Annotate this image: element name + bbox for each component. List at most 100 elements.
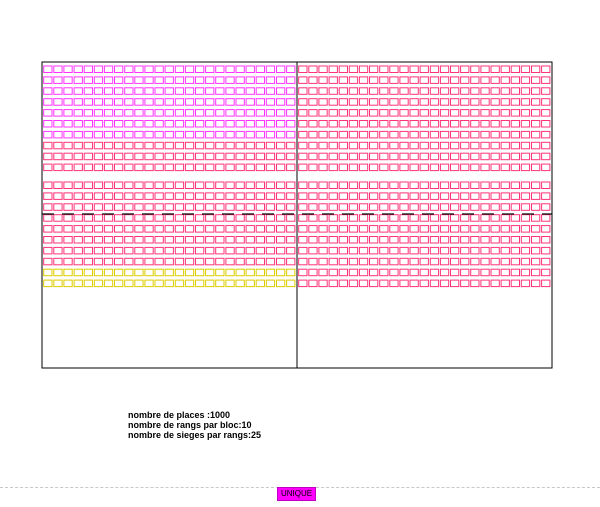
seat-left-r6-s11[interactable] [144,120,154,128]
seat-left-r6-s10[interactable] [134,120,144,128]
seat-left-r12-s19[interactable] [225,192,235,200]
seat-left-r11-s5[interactable] [83,181,93,189]
seat-left-r19-s15[interactable] [184,268,195,277]
seat-right-r8-s25[interactable] [541,141,551,150]
seat-right-r7-s8[interactable] [369,130,379,139]
seat-left-r1-s21[interactable] [245,65,255,73]
seat-right-r8-s12[interactable] [409,141,419,150]
seat-left-r8-s25[interactable] [286,141,296,150]
seat-left-r20-s24[interactable] [276,279,286,288]
seat-left-r11-s4[interactable] [73,181,83,189]
seat-right-r5-s1[interactable] [298,109,308,117]
seat-right-r17-s4[interactable] [328,246,338,255]
seat-right-r6-s9[interactable] [379,120,389,128]
seat-left-r16-s20[interactable] [235,236,245,244]
seat-left-r20-s9[interactable] [124,279,134,288]
seat-left-r14-s2[interactable] [53,214,63,222]
seat-left-r4-s4[interactable] [73,98,83,106]
seat-right-r11-s23[interactable] [520,181,531,189]
seat-right-r9-s22[interactable] [510,152,521,161]
seat-right-r20-s19[interactable] [480,279,490,288]
seat-left-r1-s5[interactable] [83,65,93,73]
seat-right-r20-s13[interactable] [419,279,429,288]
seat-right-r16-s6[interactable] [348,236,359,244]
seat-right-r5-s2[interactable] [308,109,318,117]
seat-right-r20-s23[interactable] [520,279,531,288]
seat-left-r5-s4[interactable] [73,109,83,117]
seat-left-r18-s24[interactable] [276,257,286,266]
seat-right-r16-s1[interactable] [298,236,308,244]
seat-right-r18-s9[interactable] [379,257,389,266]
seat-right-r3-s23[interactable] [520,87,531,95]
seat-right-r12-s13[interactable] [419,192,429,200]
seat-left-r18-s22[interactable] [255,257,266,266]
seat-left-r14-s8[interactable] [114,214,124,222]
seat-right-r3-s11[interactable] [399,87,409,95]
seat-left-r1-s12[interactable] [154,65,164,73]
seat-left-r17-s14[interactable] [174,246,185,255]
seat-right-r16-s18[interactable] [470,236,480,244]
seat-right-r3-s19[interactable] [480,87,490,95]
seat-left-r16-s5[interactable] [83,236,93,244]
seat-right-r2-s20[interactable] [490,76,500,84]
seat-left-r9-s1[interactable] [43,152,53,161]
seat-left-r4-s19[interactable] [225,98,235,106]
seat-right-r3-s18[interactable] [470,87,480,95]
seat-right-r6-s25[interactable] [541,120,551,128]
seat-left-r19-s12[interactable] [154,268,164,277]
seat-right-r2-s10[interactable] [389,76,399,84]
seat-left-r16-s22[interactable] [255,236,266,244]
seat-left-r2-s25[interactable] [286,76,296,84]
seat-right-r4-s20[interactable] [490,98,500,106]
seat-left-r9-s22[interactable] [255,152,266,161]
seat-left-r14-s21[interactable] [245,214,255,222]
seat-right-r13-s5[interactable] [338,203,349,211]
seat-left-r18-s23[interactable] [265,257,276,266]
seat-right-r20-s9[interactable] [379,279,389,288]
seat-right-r6-s19[interactable] [480,120,490,128]
seat-right-r5-s9[interactable] [379,109,389,117]
seat-right-r7-s2[interactable] [308,130,318,139]
seat-right-r10-s18[interactable] [470,163,480,172]
seat-right-r20-s15[interactable] [439,279,450,288]
seat-right-r6-s1[interactable] [298,120,308,128]
seat-left-r19-s25[interactable] [286,268,296,277]
seat-right-r17-s25[interactable] [541,246,551,255]
seat-left-r20-s16[interactable] [195,279,205,288]
seat-left-r9-s11[interactable] [144,152,154,161]
seat-left-r1-s11[interactable] [144,65,154,73]
seat-left-r14-s9[interactable] [124,214,134,222]
seat-right-r6-s18[interactable] [470,120,480,128]
seat-right-r7-s14[interactable] [429,130,440,139]
seat-right-r1-s12[interactable] [409,65,419,73]
seat-right-r17-s1[interactable] [298,246,308,255]
seat-left-r6-s22[interactable] [255,120,266,128]
seat-left-r11-s7[interactable] [103,181,114,189]
seat-right-r11-s22[interactable] [510,181,521,189]
seat-left-r14-s19[interactable] [225,214,235,222]
seat-left-r17-s16[interactable] [195,246,205,255]
seat-left-r19-s19[interactable] [225,268,235,277]
seat-right-r10-s7[interactable] [358,163,369,172]
seat-right-r8-s20[interactable] [490,141,500,150]
seat-left-r17-s18[interactable] [215,246,225,255]
seat-left-r10-s17[interactable] [205,163,215,172]
seat-right-r7-s10[interactable] [389,130,399,139]
seat-right-r14-s24[interactable] [531,214,541,222]
seat-left-r3-s7[interactable] [103,87,114,95]
seat-left-r14-s12[interactable] [154,214,164,222]
seat-right-r8-s16[interactable] [450,141,460,150]
seat-left-r18-s15[interactable] [184,257,195,266]
seat-left-r8-s14[interactable] [174,141,185,150]
seat-right-r13-s6[interactable] [348,203,359,211]
seat-right-r2-s7[interactable] [358,76,369,84]
seat-right-r8-s6[interactable] [348,141,359,150]
seat-right-r14-s23[interactable] [520,214,531,222]
seat-left-r5-s3[interactable] [63,109,73,117]
seat-right-r16-s25[interactable] [541,236,551,244]
seat-left-r2-s23[interactable] [265,76,276,84]
seat-left-r1-s24[interactable] [276,65,286,73]
seat-right-r3-s15[interactable] [439,87,450,95]
seat-right-r3-s24[interactable] [531,87,541,95]
seat-right-r14-s2[interactable] [308,214,318,222]
